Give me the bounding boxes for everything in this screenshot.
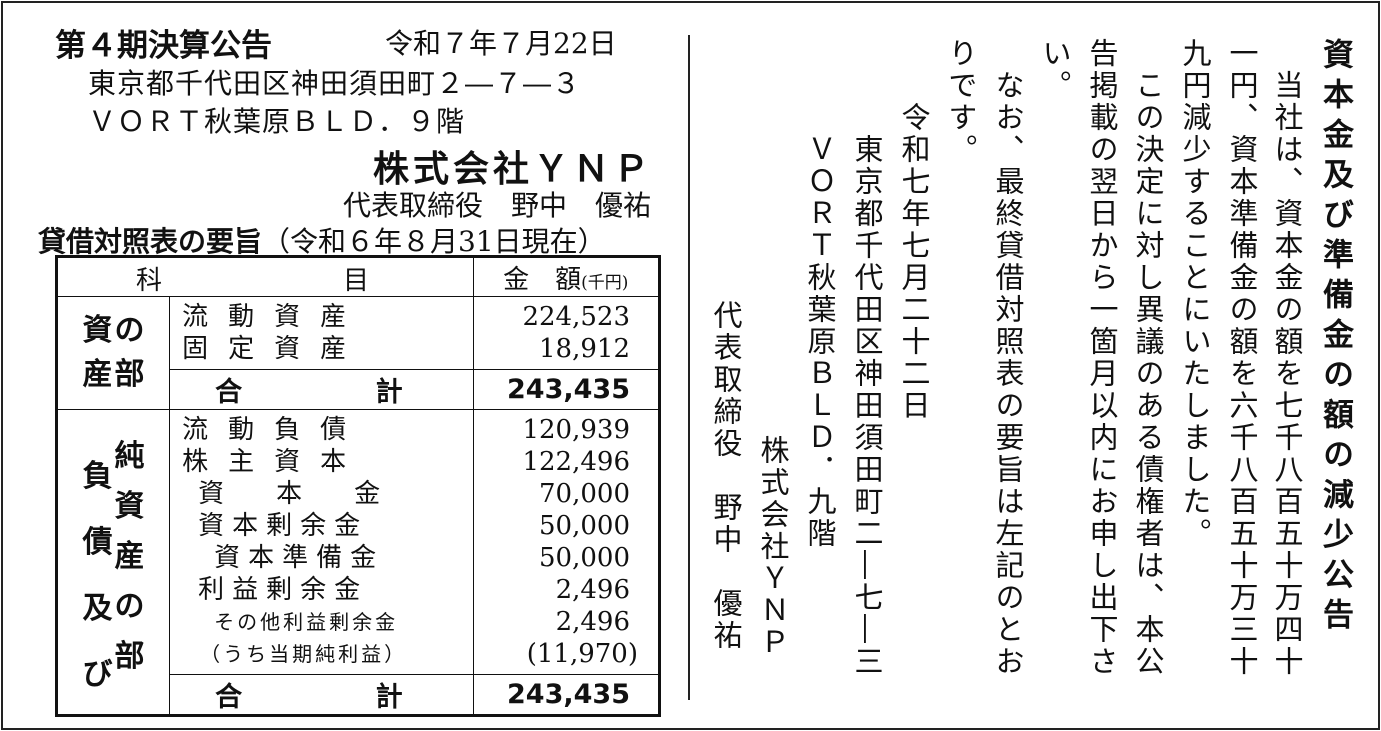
assets-total-value: 243,435	[472, 369, 661, 410]
notice-line-2: 一円、資本準備金の額を六千八百五十万三十	[1225, 38, 1259, 678]
liabilities-rows: 負 債 及 び 純 資 産 の 部 流動負債 株主資本 資 本 金 資本剰余金 …	[55, 409, 661, 716]
notice-date: 令和７年７月22日	[385, 27, 617, 60]
value-shareholders-equity: 122,496	[522, 447, 630, 477]
item-capital: 資 本 金	[198, 479, 381, 509]
assets-rows: 資産 の部 流動資産 固定資産 224,523 18,912	[55, 296, 661, 410]
header-amount-label: 金 額	[503, 264, 582, 295]
value-capital-surplus: 50,000	[539, 511, 630, 541]
notice-title: 資本金及び準備金の額の減少公告	[1317, 38, 1353, 638]
balance-sheet-heading: 貸借対照表の要旨	[38, 225, 263, 258]
company-address: 東京都千代田区神田須田町２―７―３	[88, 67, 582, 100]
total-char: 計	[375, 682, 403, 713]
section-char: 資	[82, 313, 113, 348]
notice-line-7: なお、最終貸借対照表の要旨は左記のとお	[991, 38, 1025, 678]
liabilities-section-label: 負 債 及 び 純 資 産 の 部	[55, 409, 171, 716]
value-fixed-assets: 18,912	[539, 334, 630, 364]
item-current-liabilities: 流動負債	[182, 415, 367, 445]
section-char: の	[114, 589, 145, 624]
liabilities-total-row: 合計 243,435	[57, 674, 661, 716]
item-capital-surplus: 資本剰余金	[198, 511, 369, 541]
item-fixed-assets: 固定資産	[182, 334, 367, 364]
balance-sheet-table: 科 目 金 額(千円) 資産 の部 流動資産 固定資産 224,523 18,9…	[55, 255, 661, 717]
section-char: 負	[82, 459, 113, 494]
section-char: び	[82, 657, 113, 692]
notice-line-1: 当社は、資本金の額を七千八百五十万四十	[1270, 38, 1304, 678]
assets-amounts: 224,523 18,912	[472, 296, 661, 370]
section-char: 部	[114, 639, 145, 674]
notice-representative: 代表取締役 野中 優祐	[709, 300, 743, 652]
section-char: 産	[82, 357, 113, 392]
notice-building: ＶＯＲＴ秋葉原ＢＬＤ．九階	[803, 38, 837, 550]
header-amount: 金 額(千円)	[472, 256, 661, 297]
value-other-retained-earnings: 2,496	[555, 607, 630, 637]
assets-items: 流動資産 固定資産	[169, 296, 474, 370]
notice-line-6: い。	[1038, 38, 1072, 102]
notice-line-8: りです。	[944, 38, 978, 166]
section-char: の	[114, 313, 145, 348]
header-item-left: 科	[136, 266, 163, 296]
liabilities-total-label: 合計	[169, 674, 474, 716]
section-char: 純	[114, 439, 145, 474]
company-name: 株式会社ＹＮＰ	[372, 149, 653, 190]
section-char: 債	[82, 525, 113, 560]
section-char: 及	[82, 591, 113, 626]
value-capital-reserve: 50,000	[539, 543, 630, 573]
item-shareholders-equity: 株主資本	[182, 447, 367, 477]
assets-total-label: 合計	[169, 369, 474, 410]
value-capital: 70,000	[539, 479, 630, 509]
section-char: 部	[114, 357, 145, 392]
value-retained-earnings: 2,496	[555, 575, 630, 605]
notice-heading: 第４期決算公告	[55, 28, 272, 64]
item-capital-reserve: 資本準備金	[214, 543, 385, 573]
liabilities-amounts: 120,939 122,496 70,000 50,000 50,000 2,4…	[472, 409, 661, 675]
header-item-right: 目	[343, 266, 370, 296]
company-building: ＶＯＲＴ秋葉原ＢＬＤ．９階	[88, 105, 466, 138]
notice-line-3: 九円減少することにいたしました。	[1178, 38, 1212, 550]
header-unit: (千円)	[581, 272, 629, 293]
liabilities-total-value: 243,435	[472, 674, 661, 716]
section-char: 資	[114, 489, 145, 524]
table-header-row: 科 目 金 額(千円)	[56, 256, 661, 297]
value-net-income: (11,970)	[526, 639, 638, 669]
item-net-income: （うち当期純利益）	[200, 642, 408, 666]
representative: 代表取締役 野中 優祐	[342, 189, 651, 222]
balance-sheet-date: （令和６年８月31日現在）	[262, 225, 606, 258]
assets-section-label: 資産 の部	[55, 296, 171, 410]
notice-company: 株式会社ＹＮＰ	[756, 435, 790, 659]
item-other-retained-earnings: その他利益剰余金	[214, 610, 399, 634]
header-item: 科 目	[56, 256, 474, 297]
value-current-assets: 224,523	[522, 302, 630, 332]
total-char: 合	[215, 682, 243, 713]
notice-address: 東京都千代田区神田須田町二―七―三	[850, 38, 884, 678]
notice-line-5: 告掲載の翌日から一箇月以内にお申し出下さ	[1085, 38, 1119, 678]
value-current-liabilities: 120,939	[522, 415, 630, 445]
item-retained-earnings: 利益剰余金	[198, 575, 369, 605]
column-divider	[688, 35, 690, 700]
balance-sheet-title: 貸借対照表の要旨（令和６年８月31日現在）	[38, 220, 606, 260]
item-current-assets: 流動資産	[182, 302, 367, 332]
section-char: 産	[114, 539, 145, 574]
liabilities-items: 流動負債 株主資本 資 本 金 資本剰余金 資本準備金 利益剰余金 その他利益剰…	[169, 409, 474, 675]
notice-line-4: この決定に対し異議のある債権者は、本公	[1131, 38, 1165, 678]
notice-date-vertical: 令和七年七月二十二日	[897, 38, 931, 422]
total-char: 計	[375, 377, 403, 408]
total-char: 合	[215, 377, 243, 408]
